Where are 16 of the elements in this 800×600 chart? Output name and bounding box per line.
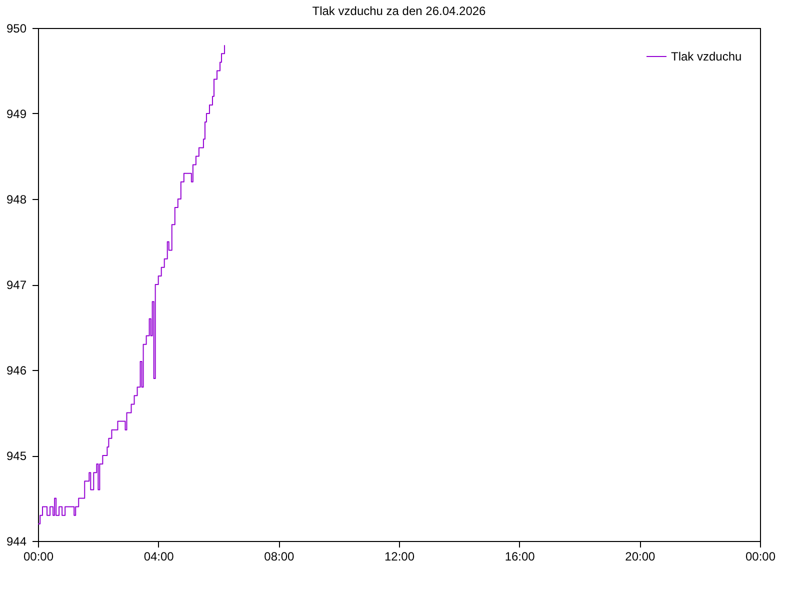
x-tick-label: 00:00 [23,550,54,564]
y-tick-label: 948 [6,192,27,206]
x-tick-label: 16:00 [504,550,536,564]
y-tick-label: 949 [6,107,27,121]
x-tick-label: 12:00 [384,550,415,564]
y-tick-label: 945 [6,449,27,463]
y-tick-label: 950 [6,22,27,36]
x-tick-label: 08:00 [264,550,295,564]
chart-title: Tlak vzduchu za den 26.04.2026 [312,4,486,18]
x-tick-label: 00:00 [745,550,776,564]
legend-label: Tlak vzduchu [671,50,742,64]
x-tick-label: 20:00 [625,550,656,564]
y-tick-label: 944 [6,534,27,548]
y-tick-label: 946 [6,364,27,378]
x-tick-label: 04:00 [144,550,174,564]
y-tick-label: 947 [6,278,27,292]
